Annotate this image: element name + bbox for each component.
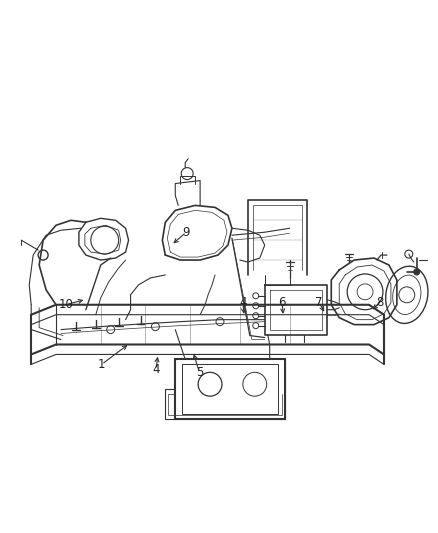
Text: 10: 10 bbox=[58, 298, 73, 311]
Text: 7: 7 bbox=[315, 296, 323, 309]
Text: 4: 4 bbox=[239, 296, 247, 309]
Bar bbox=[182, 365, 278, 414]
Text: 4: 4 bbox=[152, 364, 159, 376]
Text: 9: 9 bbox=[183, 225, 190, 239]
Bar bbox=[175, 359, 285, 419]
Text: 8: 8 bbox=[376, 296, 384, 309]
Circle shape bbox=[414, 269, 420, 275]
Text: 6: 6 bbox=[279, 296, 286, 309]
Text: 5: 5 bbox=[196, 366, 203, 379]
Text: 1: 1 bbox=[98, 358, 105, 371]
